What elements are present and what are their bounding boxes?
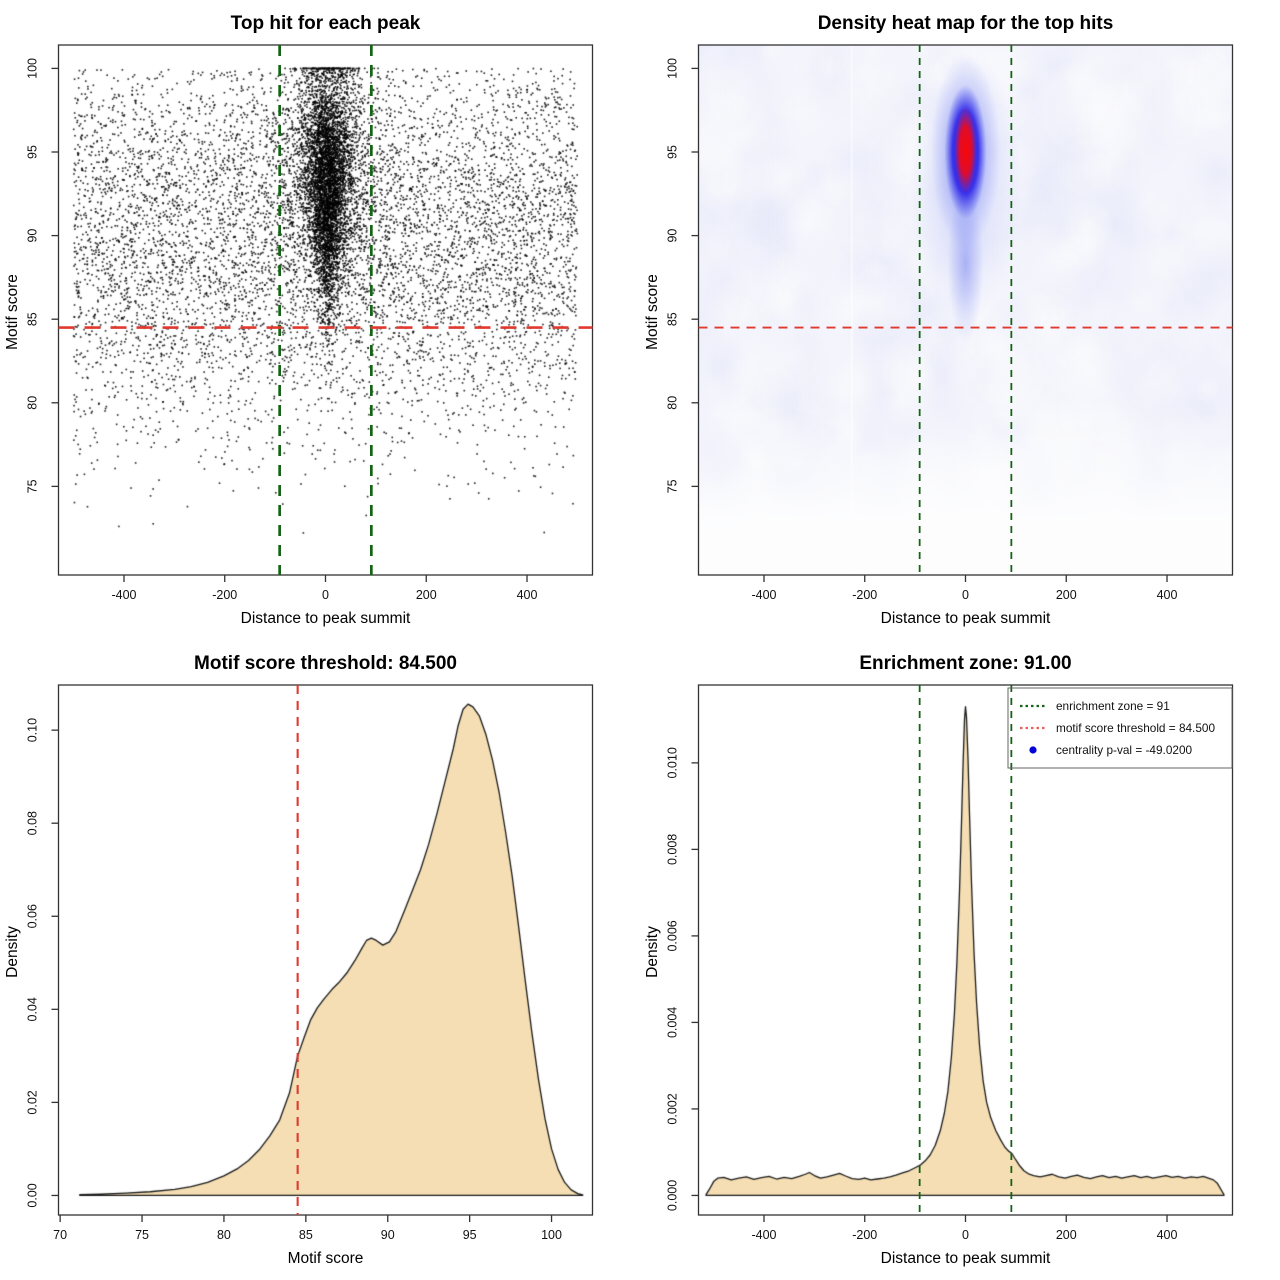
y-tick-label: 75 [26,479,40,493]
x-tick-label: 100 [541,1228,562,1242]
x-tick-label: 400 [1157,588,1178,602]
score-density-overlay: 70 75 80 85 90 95 100 0.00 0.02 0.04 0.06 0.08 0.10 [26,684,594,1242]
legend-item-label: enrichment zone = 91 [1056,699,1170,713]
x-tick-label: -200 [852,588,877,602]
legend-dot-icon [1029,746,1037,754]
x-axis-label: Motif score [287,1250,364,1267]
x-tick-label: 70 [53,1228,67,1242]
x-tick-label: 0 [962,1228,969,1242]
y-tick-label: 0.04 [26,997,40,1021]
y-tick-label: 0.06 [26,904,40,928]
panel-title: Top hit for each peak [230,13,421,34]
y-tick-label: 80 [666,396,680,410]
plot-box [57,44,594,576]
x-tick-label: -400 [111,588,136,602]
x-tick-label: -200 [212,588,237,602]
plot-box [57,684,594,1216]
x-tick-label: -400 [751,1228,776,1242]
y-tick-label: 85 [26,312,40,326]
x-tick-label: 200 [1056,588,1077,602]
y-axis-label: Density [644,926,661,978]
x-tick-label: -200 [852,1228,877,1242]
x-tick-label: -400 [751,588,776,602]
panel-summit-distance-density: -400 -200 0 200 400 0.000 0.002 0.004 0.006 0.008… [640,640,1280,1280]
panel-motif-score-density: 70 75 80 85 90 95 100 0.00 0.02 0.04 0.06 0.08 0.10 … [0,640,640,1280]
panel-title: Motif score threshold: 84.500 [194,653,457,674]
x-tick-label: 0 [322,588,329,602]
y-tick-label: 0.08 [26,811,40,835]
y-tick-label: 0.10 [26,718,40,742]
y-tick-label: 95 [666,145,680,159]
score-density-canvas [0,640,640,1280]
y-tick-label: 0.000 [666,1180,680,1211]
panel-title: Enrichment zone: 91.00 [859,653,1072,674]
x-tick-label: 400 [1157,1228,1178,1242]
x-tick-label: 85 [299,1228,313,1242]
distance-density-canvas [640,640,1280,1280]
legend-item-label: motif score threshold = 84.500 [1056,721,1215,735]
panel-title: Density heat map for the top hits [817,13,1114,34]
legend-box [1007,687,1233,769]
y-tick-label: 95 [26,145,40,159]
y-axis-label: Density [4,926,21,978]
y-tick-label: 100 [666,58,680,79]
x-tick-label: 200 [1056,1228,1077,1242]
y-tick-label: 0.00 [26,1183,40,1207]
y-tick-label: 0.006 [666,920,680,951]
y-tick-label: 0.004 [666,1007,680,1038]
y-tick-label: 90 [666,229,680,243]
x-tick-label: 0 [962,588,969,602]
x-tick-label: 90 [381,1228,395,1242]
legend-item-label: centrality p-val = -49.0200 [1056,743,1193,757]
plot-box [697,684,1234,1216]
y-tick-label: 90 [26,229,40,243]
y-tick-label: 0.008 [666,834,680,865]
panel-top-hits-scatter: -400 -200 0 200 400 75 80 85 90 95 100 Top hit for… [0,0,640,640]
x-tick-label: 400 [517,588,538,602]
y-axis-label: Motif score [644,274,661,350]
y-tick-label: 0.02 [26,1090,40,1114]
x-tick-label: 75 [135,1228,149,1242]
y-tick-label: 0.010 [666,747,680,778]
plot-box [697,44,1234,576]
x-tick-label: 95 [463,1228,477,1242]
distance-density-overlay: -400 -200 0 200 400 0.000 0.002 0.004 0.006 0.008… [666,684,1234,1242]
x-axis-label: Distance to peak summit [880,1250,1051,1267]
y-axis-label: Motif score [4,274,21,350]
y-tick-label: 85 [666,312,680,326]
y-tick-label: 75 [666,479,680,493]
x-tick-label: 80 [217,1228,231,1242]
y-tick-label: 80 [26,396,40,410]
heatmap-overlay: -400 -200 0 200 400 75 80 85 90 95 100 [666,44,1234,602]
panel-density-heatmap: -400 -200 0 200 400 75 80 85 90 95 100 Density hea… [640,0,1280,640]
y-tick-label: 0.002 [666,1093,680,1124]
heatmap-canvas [640,0,1280,640]
x-axis-label: Distance to peak summit [240,610,411,627]
scatter-canvas [0,0,640,640]
x-tick-label: 200 [416,588,437,602]
y-tick-label: 100 [26,58,40,79]
scatter-overlay: -400 -200 0 200 400 75 80 85 90 95 100 [26,44,594,602]
x-axis-label: Distance to peak summit [880,610,1051,627]
